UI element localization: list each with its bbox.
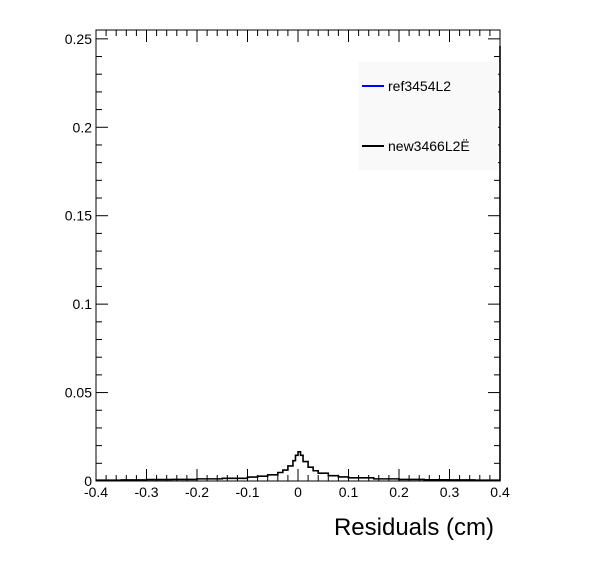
x-tick-label: 0.3: [440, 484, 460, 500]
x-tick-label: 0.2: [389, 484, 409, 500]
x-tick-label: -0.1: [235, 484, 259, 500]
x-axis-ticks: -0.4 -0.3 -0.2 -0.1 0 0.1 0.2 0.3 0.4: [84, 30, 510, 500]
y-tick-label: 0.1: [73, 296, 93, 312]
x-tick-label: 0: [294, 484, 302, 500]
y-tick-label: 0.25: [65, 31, 92, 47]
series-line-1: [96, 45, 501, 481]
x-tick-label: -0.2: [185, 484, 209, 500]
y-tick-label: 0.15: [65, 208, 92, 224]
legend-box: [358, 62, 498, 170]
x-tick-label: -0.3: [134, 484, 158, 500]
plot-frame: [95, 29, 501, 482]
legend: ref3454L2 new3466L2Ë: [358, 62, 498, 170]
y-tick-label: 0: [84, 473, 92, 489]
x-tick-label: 0.1: [339, 484, 359, 500]
y-tick-label: 0.2: [73, 119, 93, 135]
x-axis-label: Residuals (cm): [334, 514, 494, 541]
x-tick-label: -0.4: [84, 484, 108, 500]
y-axis-ticks: 0 0.05 0.1 0.15 0.2 0.25: [65, 31, 500, 489]
x-tick-label: 0.4: [490, 484, 510, 500]
series-layer: [96, 45, 501, 481]
y-tick-label: 0.05: [65, 385, 92, 401]
legend-label-1: new3466L2Ë: [388, 138, 470, 154]
legend-label-0: ref3454L2: [388, 78, 451, 94]
